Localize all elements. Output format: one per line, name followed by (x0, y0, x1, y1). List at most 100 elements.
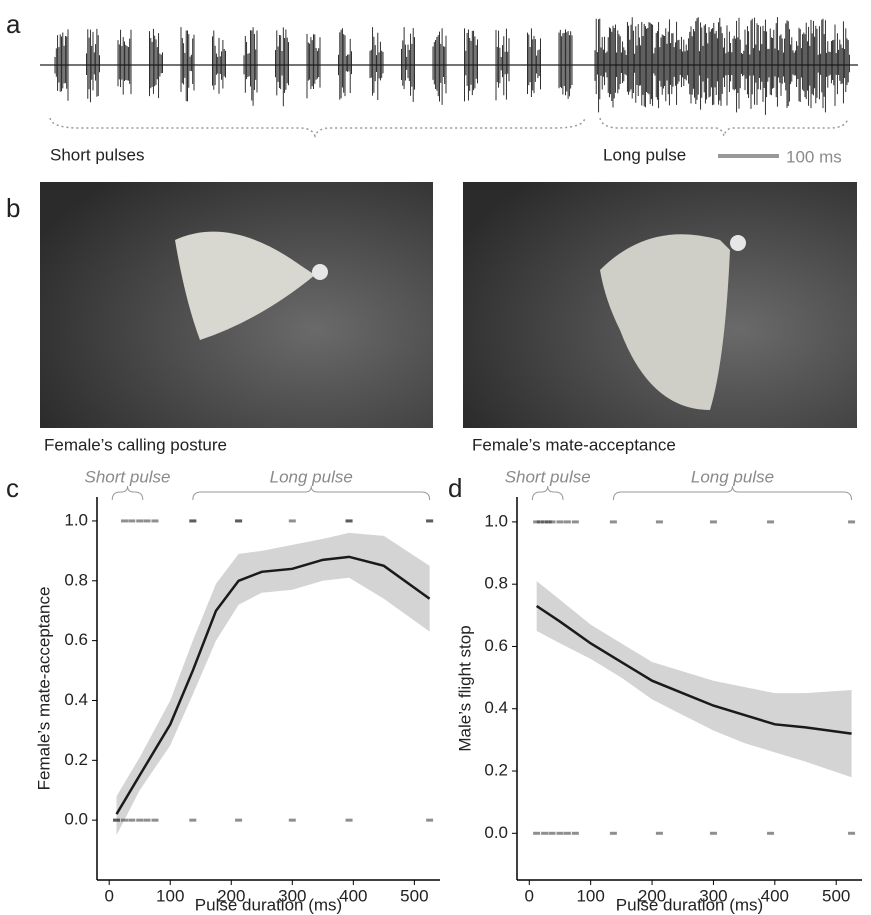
response-point (767, 831, 775, 835)
fit-line (535, 604, 852, 735)
response-point (563, 831, 571, 835)
response-point (120, 519, 128, 523)
response-point (548, 831, 556, 835)
response-point (848, 831, 856, 835)
response-point (136, 818, 144, 822)
panel-label: d (448, 473, 462, 503)
response-point (544, 520, 552, 524)
response-point (426, 519, 434, 523)
response-point (571, 520, 579, 524)
response-point (709, 831, 717, 835)
response-point (563, 520, 571, 524)
y-tick-label: 1.0 (64, 510, 88, 529)
response-point (136, 519, 144, 523)
response-point (113, 818, 121, 822)
annotation: Long pulse (270, 467, 353, 486)
scale-label: 100 ms (786, 147, 842, 166)
caption: Female’s mate-acceptance (472, 435, 676, 454)
x-tick-label: 400 (339, 886, 367, 905)
annotation: Short pulse (85, 467, 171, 486)
response-point (655, 831, 663, 835)
x-tick-label: 500 (400, 886, 428, 905)
response-point (151, 818, 159, 822)
response-point (345, 818, 353, 822)
x-tick-label: 400 (761, 886, 789, 905)
waveform (54, 17, 850, 115)
response-point (189, 519, 197, 523)
y-tick-label: 0.8 (484, 574, 508, 593)
response-point (556, 520, 564, 524)
y-tick-label: 0.8 (64, 570, 88, 589)
caption: Female’s calling posture (44, 435, 227, 454)
brace (599, 117, 849, 137)
response-point (120, 818, 128, 822)
response-point (533, 520, 541, 524)
response-point (288, 519, 296, 523)
y-tick-label: 0.2 (484, 761, 508, 780)
response-point (541, 520, 549, 524)
response-point (609, 831, 617, 835)
y-tick-label: 0.2 (64, 750, 88, 769)
y-axis-label: Male’s flight stop (455, 625, 474, 751)
response-point (235, 818, 243, 822)
x-tick-label: 200 (638, 886, 666, 905)
response-point (533, 831, 541, 835)
moth-head (312, 264, 328, 280)
response-point (128, 818, 136, 822)
moth (600, 234, 730, 410)
response-point (235, 519, 243, 523)
confidence-band (536, 581, 852, 778)
x-axis-label: Pulse duration (ms) (195, 895, 342, 914)
response-point (609, 520, 617, 524)
label: Long pulse (603, 145, 686, 164)
x-tick-label: 200 (217, 886, 245, 905)
oscillogram (40, 17, 858, 115)
brace (612, 485, 853, 501)
response-point (345, 519, 353, 523)
panel-label: b (6, 193, 20, 223)
response-point (143, 519, 151, 523)
x-tick-label: 100 (156, 886, 184, 905)
brace (49, 117, 586, 139)
response-point (143, 818, 151, 822)
y-tick-label: 0.6 (64, 630, 88, 649)
x-tick-label: 0 (525, 886, 534, 905)
y-tick-label: 0.4 (484, 698, 508, 717)
response-point (548, 520, 556, 524)
response-point (541, 831, 549, 835)
response-point (189, 818, 197, 822)
response-point (128, 519, 136, 523)
response-point (655, 520, 663, 524)
brace (111, 485, 144, 501)
label: Short pulses (50, 145, 145, 164)
y-tick-label: 1.0 (484, 511, 508, 530)
brace (531, 485, 564, 501)
moth (175, 231, 315, 340)
response-point (848, 520, 856, 524)
moth-head (730, 235, 746, 251)
y-tick-label: 0.6 (484, 636, 508, 655)
response-point (151, 519, 159, 523)
response-point (571, 831, 579, 835)
confidence-band (116, 532, 430, 836)
x-tick-label: 100 (576, 886, 604, 905)
annotation: Short pulse (505, 467, 591, 486)
response-point (426, 818, 434, 822)
response-point (536, 520, 544, 524)
x-tick-label: 300 (699, 886, 727, 905)
response-point (556, 831, 564, 835)
fit-line (115, 555, 431, 815)
y-axis-label: Female’s mate-acceptance (34, 587, 53, 791)
panel-label: c (6, 473, 19, 503)
x-tick-label: 500 (822, 886, 850, 905)
response-point (709, 520, 717, 524)
y-tick-label: 0.0 (64, 810, 88, 829)
response-point (288, 818, 296, 822)
panel-label: a (6, 9, 21, 39)
annotation: Long pulse (691, 467, 774, 486)
response-point (767, 520, 775, 524)
x-axis-label: Pulse duration (ms) (616, 895, 763, 914)
x-tick-label: 0 (104, 886, 113, 905)
